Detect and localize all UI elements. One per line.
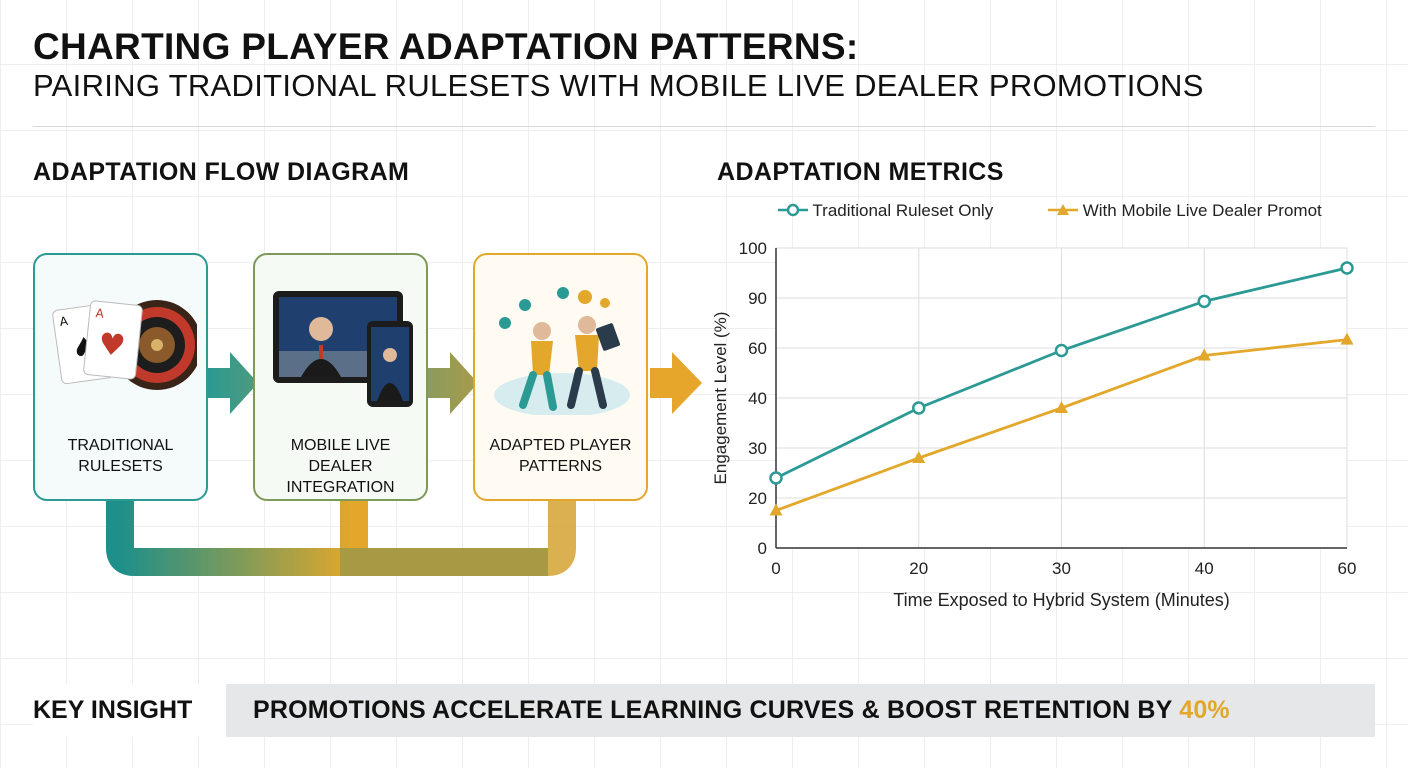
x-tick-label: 30 [1052, 559, 1071, 578]
key-insight-bar: KEY INSIGHT PROMOTIONS ACCELERATE LEARNI… [33, 684, 1375, 737]
y-tick-label: 0 [758, 539, 767, 558]
flow-card-mobile-live-dealer: MOBILE LIVE DEALER INTEGRATION [253, 253, 428, 501]
x-tick-label: 0 [771, 559, 780, 578]
flow-card-label: TRADITIONAL RULESETS [67, 437, 174, 475]
data-point-0 [912, 401, 926, 415]
y-axis-label: Engagement Level (%) [711, 312, 730, 485]
flow-arrow-2 [428, 352, 478, 414]
x-tick-label: 60 [1338, 559, 1357, 578]
flow-arrow-3 [650, 352, 702, 414]
svg-text:♥: ♥ [97, 327, 127, 365]
flow-card-label: MOBILE LIVE DEALER INTEGRATION [286, 437, 395, 496]
cards-roulette-icon: A ♠ A ♥ [52, 300, 197, 390]
players-icon [494, 287, 630, 415]
key-insight-label: KEY INSIGHT [33, 684, 226, 737]
data-point-1 [1197, 348, 1211, 361]
flow-section-title: ADAPTATION FLOW DIAGRAM [33, 158, 410, 186]
legend-label: Traditional Ruleset Only [812, 201, 994, 220]
legend-line-circle-icon [778, 203, 808, 217]
x-axis-label: Time Exposed to Hybrid System (Minutes) [893, 590, 1229, 610]
flow-arrow-1 [208, 352, 258, 414]
data-point-0 [1340, 261, 1354, 275]
header-divider [33, 126, 1375, 127]
svg-text:A: A [59, 314, 70, 329]
y-tick-label: 40 [748, 389, 767, 408]
svg-text:A: A [95, 306, 105, 321]
data-point-1 [1055, 401, 1068, 413]
y-tick-label: 20 [748, 489, 767, 508]
flow-card-label: ADAPTED PLAYER PATTERNS [489, 437, 632, 475]
key-insight-text: PROMOTIONS ACCELERATE LEARNING CURVES & … [253, 696, 1180, 724]
metrics-section-title: ADAPTATION METRICS [717, 158, 1004, 186]
y-tick-label: 30 [748, 439, 767, 458]
data-point-0 [1054, 343, 1069, 358]
y-tick-label: 100 [739, 239, 767, 258]
x-tick-label: 40 [1195, 559, 1214, 578]
legend-label: With Mobile Live Dealer Promot [1082, 201, 1322, 220]
legend-item-promotion: With Mobile Live Dealer Promot [1048, 201, 1322, 221]
y-tick-label: 60 [748, 339, 767, 358]
page-subtitle: PAIRING TRADITIONAL RULESETS WITH MOBILE… [33, 68, 1204, 103]
x-tick-label: 20 [909, 559, 928, 578]
data-point-1 [1340, 332, 1354, 345]
page-title: CHARTING PLAYER ADAPTATION PATTERNS: [33, 26, 859, 67]
key-insight-highlight: 40% [1179, 696, 1230, 724]
y-tick-label: 90 [748, 289, 767, 308]
loop-connector-mid [340, 548, 548, 576]
flow-connectors [106, 352, 702, 576]
legend-item-traditional: Traditional Ruleset Only [778, 201, 993, 221]
key-insight-box: PROMOTIONS ACCELERATE LEARNING CURVES & … [226, 684, 1375, 737]
flow-card-traditional-rulesets: A ♠ A ♥ TRADITIONAL RULESETS [33, 253, 208, 501]
engagement-line-chart: 0 20 30 40 60 90 100 0 20 30 40 60 Time Exposed to H… [711, 239, 1357, 610]
data-point-1 [912, 451, 926, 463]
data-point-0 [1197, 294, 1211, 309]
data-point-1 [769, 503, 783, 516]
data-point-0 [769, 471, 783, 485]
legend-line-triangle-icon [1048, 204, 1078, 215]
flow-card-adapted-patterns: ADAPTED PLAYER PATTERNS [473, 253, 648, 501]
loop-connector-left [106, 500, 368, 576]
live-dealer-devices-icon [273, 291, 413, 407]
